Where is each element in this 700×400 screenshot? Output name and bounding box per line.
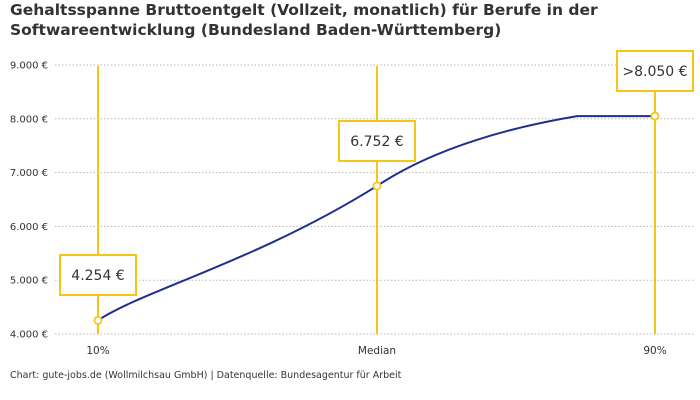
x-category-label: 90% <box>643 345 666 357</box>
value-label: >8.050 € <box>622 64 687 80</box>
x-category-label: 10% <box>86 345 109 357</box>
y-tick-label: 4.000 € <box>10 330 48 341</box>
y-tick-label: 6.000 € <box>10 222 48 233</box>
y-tick-label: 7.000 € <box>10 168 48 179</box>
data-point <box>650 111 660 121</box>
callout-box <box>616 50 694 92</box>
y-tick-label: 9.000 € <box>10 61 48 72</box>
data-points <box>93 111 660 325</box>
chart-title: Gehaltsspanne Bruttoentgelt (Vollzeit, m… <box>10 0 690 40</box>
category-verticals <box>97 66 656 334</box>
footer-source: Chart: gute-jobs.de (Wollmilchsau GmbH) … <box>10 370 402 381</box>
value-callouts: 4.254 € 6.752 € >8.050 € <box>59 50 694 296</box>
grid-lines <box>55 64 695 335</box>
chart-title-line-1: Gehaltsspanne Bruttoentgelt (Vollzeit, m… <box>10 1 598 19</box>
x-category-label: Median <box>358 345 396 357</box>
x-category-labels: 10% Median 90% <box>86 345 666 357</box>
y-tick-labels: 4.000 € 5.000 € 6.000 € 7.000 € 8.000 € 9.000… <box>10 61 48 341</box>
value-label: 6.752 € <box>350 134 403 150</box>
data-point <box>372 181 382 191</box>
data-point <box>93 315 103 325</box>
y-tick-label: 5.000 € <box>10 276 48 287</box>
value-callout: >8.050 € <box>616 50 694 92</box>
y-tick-label: 8.000 € <box>10 114 48 125</box>
value-label: 4.254 € <box>71 268 124 284</box>
chart-title-line-2: Softwareentwicklung (Bundesland Baden-Wü… <box>10 21 502 39</box>
value-callout: 6.752 € <box>338 120 416 162</box>
callout-box <box>59 254 137 296</box>
value-callout: 4.254 € <box>59 254 137 296</box>
callout-box <box>338 120 416 162</box>
